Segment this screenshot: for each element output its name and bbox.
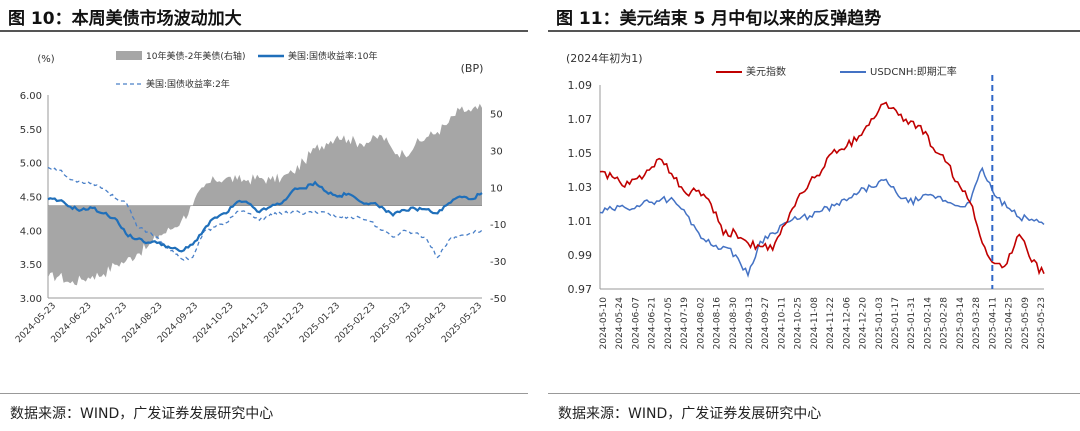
ust-2y-series (47, 166, 483, 261)
y-axis-label: (2024年初为1) (566, 51, 643, 65)
x-tick-label: 2024-06-07 (631, 297, 641, 349)
y-tick-label: 1.07 (568, 113, 593, 126)
x-tick-label: 2024-08-16 (713, 297, 723, 350)
source-rule (548, 393, 1080, 394)
y-tick-label: 1.03 (568, 181, 593, 194)
figure-11-title: 图 11：美元结束 5 月中旬以来的反弹趋势 (556, 9, 882, 29)
y-tick-label-right: 50 (490, 109, 503, 120)
x-tick-label: 2024-05-24 (615, 297, 625, 350)
y-tick-label: 4.00 (20, 226, 42, 237)
x-tick-label: 2024-05-10 (599, 297, 609, 350)
y-tick-label-right: -10 (490, 220, 506, 231)
x-tick-label: 2024-12-06 (842, 297, 852, 350)
y-tick-label-right: -30 (490, 257, 506, 268)
x-tick-label: 2024-07-19 (680, 297, 690, 350)
y-tick-label: 1.01 (568, 215, 593, 228)
ust-10y-series (47, 180, 483, 253)
figure-10-source: 数据来源：WIND，广发证券发展研究中心 (10, 406, 274, 422)
y-tick-label-right: 30 (490, 146, 503, 157)
legend-label-usdcnh: USDCNH:即期汇率 (870, 65, 957, 78)
x-tick-label: 2024-09-27 (761, 297, 771, 349)
dollar-index-series (599, 101, 1045, 276)
y-axis-label-right: (BP) (461, 62, 484, 75)
x-tick-label: 2025-03-14 (956, 297, 966, 350)
right-panel: 图 11：美元结束 5 月中旬以来的反弹趋势 (2024年初为1) 0.97 0.9… (548, 0, 1080, 431)
x-tick-label: 2025-05-23 (1037, 297, 1047, 349)
legend-label-10y: 美国:国债收益率:10年 (288, 50, 378, 62)
y-tick-label: 1.05 (568, 147, 593, 160)
spread-area-series (48, 103, 482, 286)
legend-label-spread: 10年美债-2年美债(右轴) (146, 50, 245, 62)
x-tick-label: 2024-12-20 (859, 297, 869, 350)
y-tick-label-right: 10 (490, 183, 503, 194)
title-rule (548, 30, 1080, 32)
y-tick-label: 3.50 (20, 260, 42, 271)
usdcnh-series (599, 166, 1045, 278)
left-panel: 图 10：本周美债市场波动加大 (%) (BP) 3.00 3.50 4.00 4.50 5… (0, 0, 528, 431)
y-tick-label: 3.00 (20, 294, 42, 305)
dollar-index-chart: (2024年初为1) 0.97 0.99 1.01 1.03 1.05 1.07 1.09 20… (566, 51, 1047, 350)
source-rule (0, 393, 528, 394)
x-tick-label: 2025-03-28 (972, 297, 982, 350)
x-tick-label: 2024-08-02 (696, 297, 706, 349)
x-tick-label: 2024-11-22 (826, 297, 836, 349)
title-rule (0, 30, 528, 32)
y-tick-label: 1.09 (568, 79, 593, 92)
y-tick-label: 4.50 (20, 193, 42, 204)
y-tick-label: 5.00 (20, 159, 42, 170)
figure-11-source: 数据来源：WIND，广发证券发展研究中心 (558, 406, 822, 422)
x-tick-label: 2024-10-11 (777, 297, 787, 349)
x-tick-label: 2025-01-31 (907, 297, 917, 349)
y-tick-label: 5.50 (20, 125, 42, 136)
y-tick-label-right: -50 (490, 294, 506, 305)
x-tick-label: 2024-11-08 (810, 297, 820, 350)
y-tick-label: 0.97 (568, 283, 593, 296)
y-axis-label-left: (%) (37, 54, 54, 65)
legend-label-2y: 美国:国债收益率:2年 (146, 78, 230, 90)
legend-label-dollar-index: 美元指数 (746, 65, 786, 78)
y-tick-label: 6.00 (20, 91, 42, 102)
x-tick-label: 2025-05-09 (1021, 297, 1031, 350)
x-tick-label: 2025-04-11 (988, 297, 998, 349)
x-tick-label: 2025-01-17 (891, 297, 901, 349)
x-tick-label: 2025-02-28 (940, 297, 950, 350)
x-tick-label: 2025-02-14 (923, 297, 933, 350)
figure-10-title: 图 10：本周美债市场波动加大 (8, 9, 242, 29)
x-tick-label: 2024-07-05 (664, 297, 674, 349)
x-tick-label: 2024-08-30 (729, 297, 739, 350)
x-tick-label: 2024-09-13 (745, 297, 755, 349)
x-tick-label: 2025-01-03 (875, 297, 885, 349)
treasury-yield-chart: (%) (BP) 3.00 3.50 4.00 4.50 5.00 5.50 6.00 -50 -3… (14, 50, 506, 345)
legend-swatch-spread (116, 51, 142, 60)
y-tick-label: 0.99 (568, 249, 593, 262)
x-tick-label: 2025-04-25 (1005, 297, 1015, 349)
x-tick-label: 2024-10-25 (794, 297, 804, 349)
x-tick-label: 2024-06-21 (648, 297, 658, 349)
